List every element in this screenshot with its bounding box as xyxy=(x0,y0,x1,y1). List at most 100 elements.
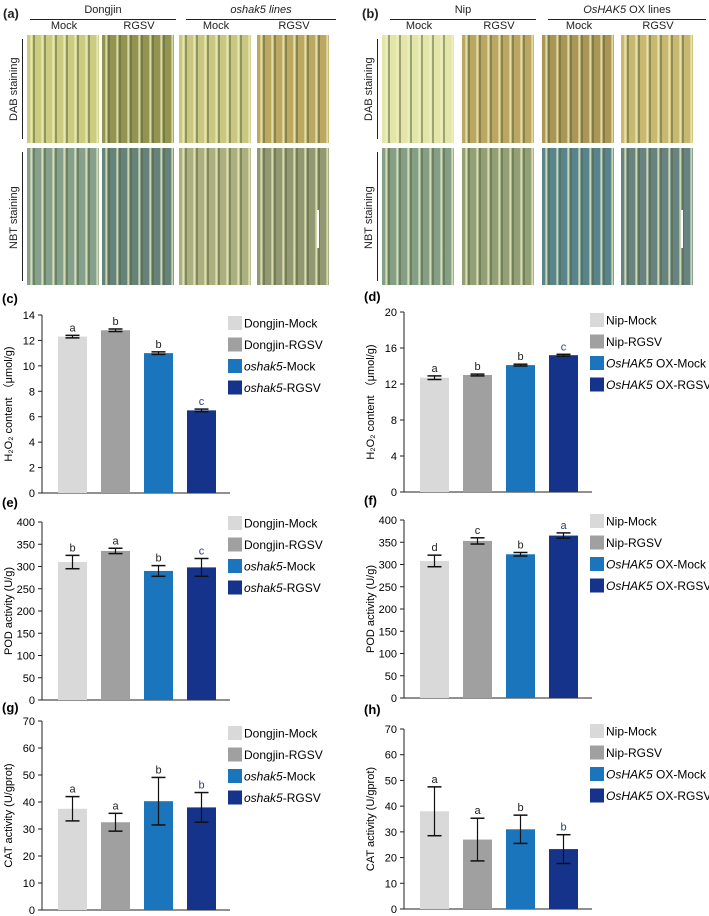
bar-oshak5-mock xyxy=(144,570,173,700)
column-header-mock: Mock xyxy=(405,20,433,32)
y-tick-label: 10 xyxy=(23,361,35,373)
bar-nip-rgsv xyxy=(463,375,492,492)
y-tick-label: 8 xyxy=(391,415,397,427)
significance-letter: b xyxy=(155,553,161,565)
significance-letter: b xyxy=(517,351,523,363)
significance-letter: c xyxy=(199,545,205,557)
legend-swatch xyxy=(590,578,604,593)
y-tick-label: 12 xyxy=(23,335,35,347)
y-tick-label: 0 xyxy=(29,695,35,707)
leaf-image-nbt-mock xyxy=(27,148,99,285)
leaf-image-nbt-rgsv xyxy=(462,148,534,285)
column-header-rgsv: RGSV xyxy=(483,20,515,32)
leaf-image-dab-rgsv xyxy=(257,35,329,143)
legend-swatch xyxy=(590,535,604,550)
panel-label-a: (a) xyxy=(3,6,19,21)
bar-oshak5-ox-rgsv xyxy=(549,355,578,492)
column-header-rgsv: RGSV xyxy=(123,20,155,32)
legend-label: Dongjin-RGSV xyxy=(244,748,323,762)
y-tick-label: 300 xyxy=(17,562,35,574)
y-axis-label: POD activity (U/g) xyxy=(365,565,377,653)
y-tick-label: 50 xyxy=(385,671,397,683)
legend-label: oshak5-RGSV xyxy=(244,581,321,595)
legend-label: Dongjin-RGSV xyxy=(244,338,323,352)
legend-label: Nip-Mock xyxy=(606,515,658,529)
legend-label: OsHAK5 OX-Mock xyxy=(606,558,707,572)
legend-swatch xyxy=(228,580,242,595)
bar-oshak5-mock xyxy=(144,353,173,493)
bar-nip-rgsv xyxy=(463,540,492,698)
y-tick-label: 8 xyxy=(29,386,35,398)
y-tick-label: 60 xyxy=(23,743,35,755)
panel-label: (e) xyxy=(2,495,18,510)
y-tick-label: 0 xyxy=(391,693,397,705)
column-header-rgsv: RGSV xyxy=(278,20,310,32)
legend-swatch xyxy=(228,537,242,552)
legend-swatch xyxy=(590,788,604,803)
row-divider xyxy=(377,39,378,139)
legend-label: OsHAK5 OX-RGSV xyxy=(606,789,709,803)
bar-oshak5-rgsv xyxy=(187,567,216,700)
y-tick-label: 4 xyxy=(29,437,35,449)
y-tick-label: 250 xyxy=(17,584,35,596)
bar-nip-mock xyxy=(420,377,449,492)
y-axis-label: CAT activity (U/gprot) xyxy=(365,767,377,871)
legend-swatch xyxy=(590,313,604,327)
leaf-image-dab-rgsv xyxy=(102,35,174,143)
legend-swatch xyxy=(590,356,604,370)
legend-swatch xyxy=(228,380,242,395)
y-tick-label: 400 xyxy=(17,517,35,529)
bar-oshak5-ox-mock xyxy=(506,554,535,698)
y-tick-label: 20 xyxy=(385,853,397,865)
significance-letter: a xyxy=(431,363,438,375)
y-tick-label: 400 xyxy=(379,515,397,527)
significance-letter: b xyxy=(198,780,204,792)
significance-letter: c xyxy=(475,525,481,537)
legend-label: oshak5-RGSV xyxy=(244,381,321,395)
y-tick-label: 30 xyxy=(23,824,35,836)
significance-letter: b xyxy=(560,822,566,834)
y-tick-label: 16 xyxy=(385,343,397,355)
legend-swatch xyxy=(228,516,242,530)
legend-label: Nip-Mock xyxy=(606,314,658,328)
leaf-image-dab-mock xyxy=(179,35,251,143)
leaf-image-nbt-rgsv xyxy=(102,148,174,285)
bar-dongjin-mock xyxy=(58,562,87,700)
legend-label: oshak5-Mock xyxy=(244,360,316,374)
y-tick-label: 30 xyxy=(385,827,397,839)
y-axis-label: CAT activity (U/gprot) xyxy=(3,763,15,867)
y-tick-label: 4 xyxy=(391,451,397,463)
significance-letter: a xyxy=(69,784,76,796)
group-header-dongjin: Dongjin xyxy=(30,4,176,20)
y-tick-label: 0 xyxy=(391,487,397,499)
significance-letter: c xyxy=(561,341,567,353)
bar-oshak5-rgsv xyxy=(187,807,216,910)
y-tick-label: 150 xyxy=(17,628,35,640)
legend-swatch xyxy=(590,745,604,760)
y-tick-label: 150 xyxy=(379,626,397,638)
group-header-oshak5: oshak5 lines xyxy=(186,4,336,20)
column-header-rgsv: RGSV xyxy=(642,20,674,32)
legend-swatch xyxy=(228,747,242,762)
significance-letter: a xyxy=(431,774,438,786)
y-tick-label: 6 xyxy=(29,412,35,424)
y-tick-label: 300 xyxy=(379,560,397,572)
legend-swatch xyxy=(228,359,242,373)
significance-letter: b xyxy=(155,339,161,351)
column-header-mock: Mock xyxy=(202,20,230,32)
leaf-image-dab-mock xyxy=(382,35,454,143)
y-tick-label: 60 xyxy=(385,750,397,762)
y-axis-label: H₂O₂ content （μmol/g) xyxy=(2,346,15,461)
panel-label: (h) xyxy=(364,702,381,717)
y-tick-label: 350 xyxy=(379,537,397,549)
legend-swatch xyxy=(590,514,604,528)
significance-letter: b xyxy=(112,316,118,328)
significance-letter: b xyxy=(517,802,523,814)
y-tick-label: 50 xyxy=(385,775,397,787)
significance-letter: d xyxy=(431,542,437,554)
leaf-image-nbt-mock xyxy=(179,148,251,285)
legend-swatch xyxy=(228,316,242,330)
legend-label: Nip-RGSV xyxy=(606,746,662,760)
significance-letter: b xyxy=(474,361,480,373)
